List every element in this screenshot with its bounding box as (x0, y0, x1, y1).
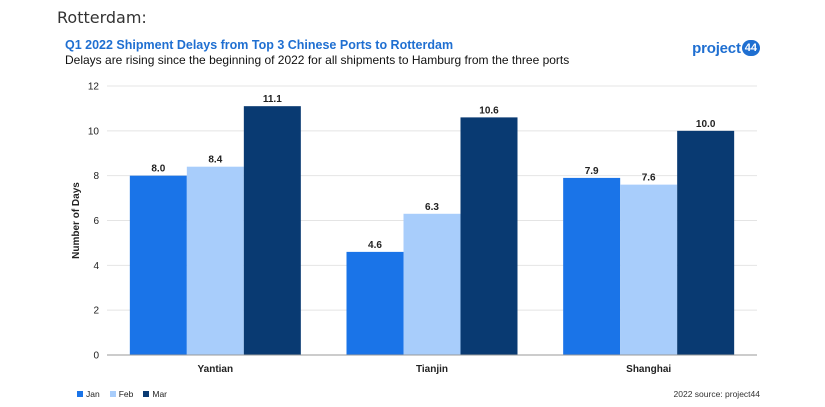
legend-item-jan: Jan (77, 389, 100, 399)
bar-chart-plot: 0 2 4 6 8 10 12 Number of Days 8.0 8.4 11.1 Yantian… (71, 82, 757, 375)
chart-card: Q1 2022 Shipment Delays from Top 3 Chine… (57, 30, 768, 404)
data-label: 8.4 (208, 155, 222, 166)
logo-badge: 44 (741, 40, 760, 56)
legend-label: Jan (86, 389, 100, 399)
logo-word: project (692, 39, 741, 57)
x-category-label: Shanghai (626, 364, 671, 375)
data-label: 8.0 (151, 164, 165, 175)
chart-legend: Jan Feb Mar (77, 389, 167, 399)
y-tick-label: 12 (88, 82, 100, 93)
chart-title: Q1 2022 Shipment Delays from Top 3 Chine… (65, 38, 454, 52)
bar-feb-shanghai (620, 184, 678, 355)
legend-label: Mar (152, 389, 168, 399)
x-category-label: Yantian (198, 364, 234, 375)
legend-swatch (77, 391, 83, 397)
y-tick-label: 6 (93, 216, 99, 227)
y-tick-label: 8 (93, 171, 99, 182)
bar-jan-shanghai (563, 177, 621, 355)
y-tick-label: 2 (93, 306, 99, 317)
data-label: 10.6 (479, 105, 499, 116)
bar-mar-tianjin (460, 117, 518, 355)
bar-jan-yantian (129, 175, 187, 355)
legend-item-feb: Feb (109, 389, 134, 399)
bar-mar-yantian (243, 106, 301, 355)
project44-logo: project 44 (692, 38, 760, 58)
y-tick-label: 10 (88, 126, 100, 137)
chart-subtitle: Delays are rising since the beginning of… (65, 53, 570, 67)
bar-jan-tianjin (346, 251, 404, 355)
data-label: 7.6 (642, 173, 656, 184)
data-label: 10.0 (696, 119, 716, 130)
data-label: 4.6 (368, 240, 382, 251)
y-axis-title: Number of Days (71, 182, 82, 259)
y-tick-label: 0 (93, 351, 99, 362)
bar-mar-shanghai (677, 130, 735, 355)
legend-swatch (109, 391, 116, 397)
x-category-label: Tianjin (416, 364, 448, 375)
data-label: 11.1 (263, 94, 282, 105)
chart-source: 2022 source: project44 (673, 389, 760, 399)
data-label: 7.9 (585, 166, 599, 177)
bar-feb-yantian (186, 166, 244, 355)
legend-swatch (143, 391, 150, 397)
legend-label: Feb (118, 389, 134, 399)
data-label: 6.3 (425, 202, 439, 213)
y-tick-label: 4 (93, 261, 99, 272)
legend-item-mar: Mar (143, 389, 167, 399)
bar-feb-tianjin (403, 213, 461, 355)
page-heading: Rotterdam: (57, 8, 147, 27)
